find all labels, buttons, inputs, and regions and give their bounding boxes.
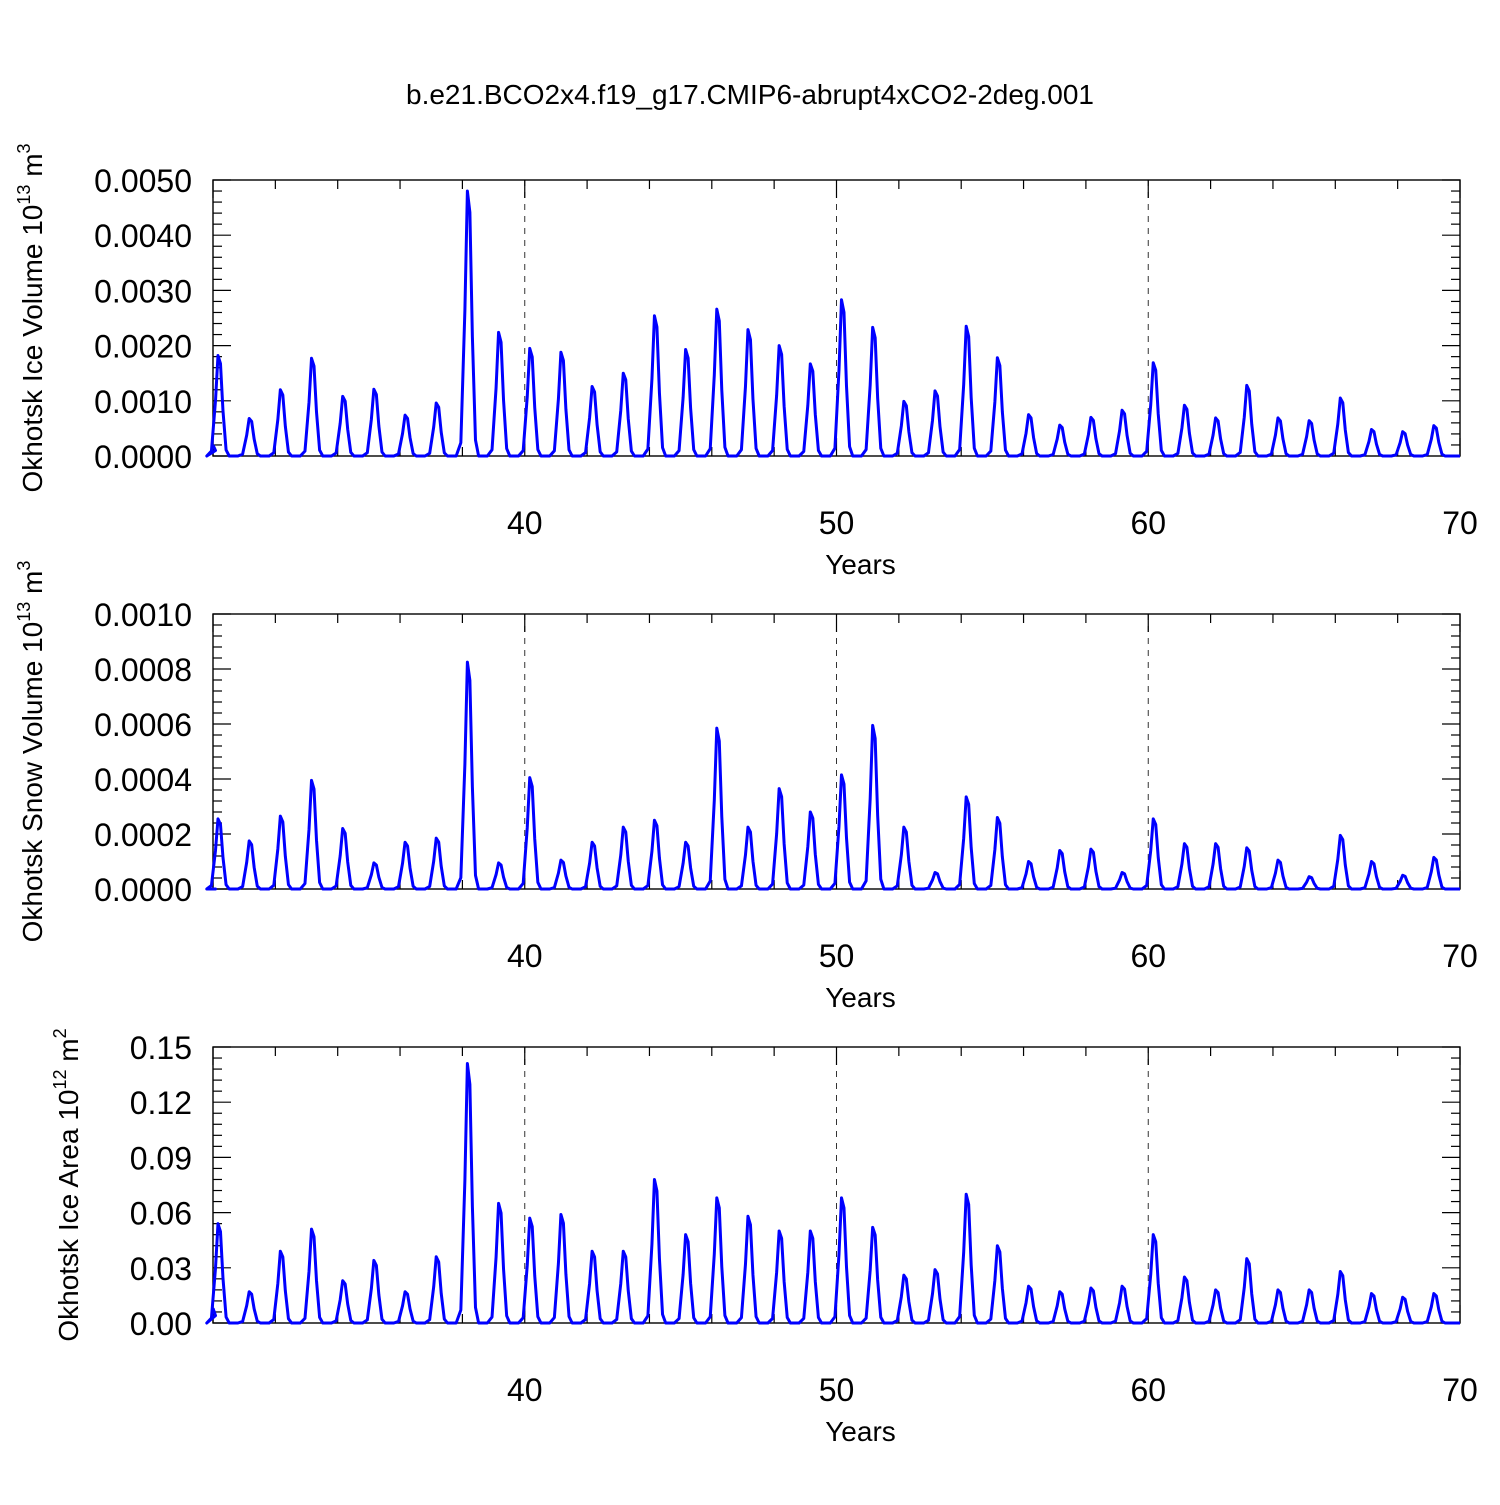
x-tick-label: 70 (1442, 505, 1478, 541)
y-axis-label: Okhotsk Snow Volume 1013 m3 (14, 561, 48, 943)
x-tick-label: 70 (1442, 938, 1478, 974)
y-tick-label: 0.06 (130, 1196, 192, 1232)
snow-volume-panel: 0.0000 0.0002 0.0004 0.0006 0.0008 0.0010 40 50… (14, 561, 1478, 1013)
x-tick-label: 60 (1130, 938, 1166, 974)
y-tick-label: 0.0040 (94, 218, 192, 254)
x-tick-label: 60 (1130, 505, 1166, 541)
y-tick-label: 0.0030 (94, 273, 192, 309)
y-axis-label: Okhotsk Ice Area 1012 m2 (50, 1028, 84, 1341)
y-tick-label: 0.0002 (94, 817, 192, 853)
y-tick-label: 0.0006 (94, 707, 192, 743)
y-tick-label: 0.03 (130, 1251, 192, 1287)
y-tick-label: 0.0008 (94, 652, 192, 688)
chart-title: b.e21.BCO2x4.f19_g17.CMIP6-abrupt4xCO2-2… (406, 79, 1094, 110)
ice-volume-panel: 0.0000 0.0010 0.0020 0.0030 0.0040 0.0050 40 50… (14, 143, 1478, 580)
series-line (205, 1062, 1460, 1325)
y-tick-label: 0.0004 (94, 762, 192, 798)
y-tick-label: 0.0000 (94, 439, 192, 475)
y-tick-label: 0.0010 (94, 384, 192, 420)
y-tick-label: 0.0020 (94, 329, 192, 365)
x-tick-label: 40 (507, 938, 543, 974)
x-axis-label: Years (825, 1416, 896, 1447)
x-tick-label: 60 (1130, 1372, 1166, 1408)
y-tick-label: 0.0010 (94, 597, 192, 633)
x-tick-label: 70 (1442, 1372, 1478, 1408)
x-tick-label: 40 (507, 1372, 543, 1408)
series-line (205, 189, 1460, 458)
y-axis-label: Okhotsk Ice Volume 1013 m3 (14, 143, 48, 492)
x-tick-label: 40 (507, 505, 543, 541)
y-tick-label: 0.0050 (94, 163, 192, 199)
x-tick-label: 50 (819, 1372, 855, 1408)
y-tick-label: 0.00 (130, 1306, 192, 1342)
y-tick-label: 0.12 (130, 1085, 192, 1121)
y-tick-label: 0.09 (130, 1140, 192, 1176)
x-tick-label: 50 (819, 505, 855, 541)
ice-area-panel: 0.00 0.03 0.06 0.09 0.12 0.15 40 50 60 70 Years Okh… (50, 1028, 1478, 1447)
x-tick-label: 50 (819, 938, 855, 974)
x-axis-label: Years (825, 982, 896, 1013)
y-tick-label: 0.0000 (94, 872, 192, 908)
y-tick-label: 0.15 (130, 1030, 192, 1066)
x-axis-label: Years (825, 549, 896, 580)
series-line (205, 660, 1460, 891)
